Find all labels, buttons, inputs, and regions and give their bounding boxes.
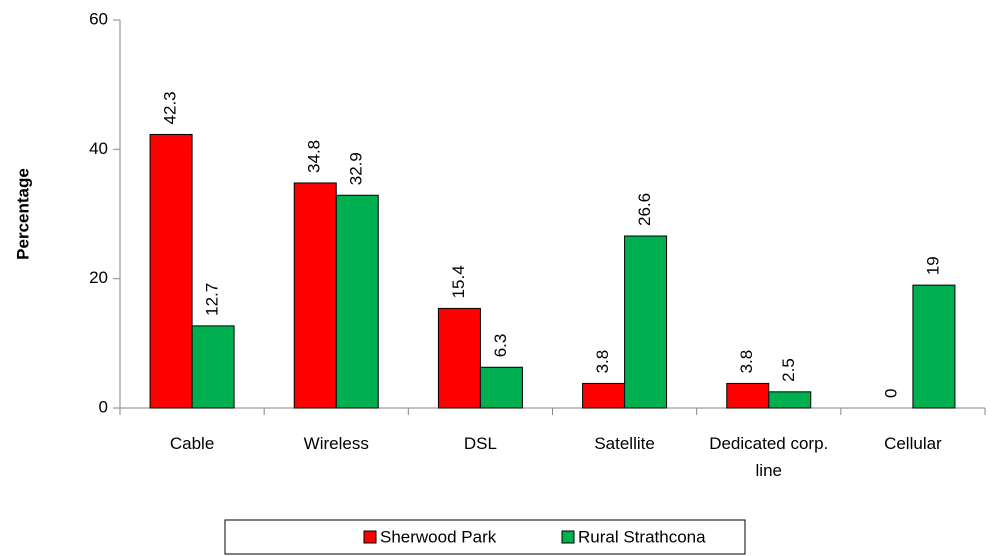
- data-label: 3.8: [593, 350, 612, 374]
- y-tick-label: 20: [89, 268, 108, 287]
- x-tick-label: Cellular: [884, 434, 942, 453]
- bar: [624, 235, 668, 409]
- legend-swatch: [561, 530, 575, 544]
- y-tick-label: 40: [89, 139, 108, 158]
- bar: [335, 194, 379, 409]
- data-label: 6.3: [491, 334, 510, 358]
- legend-box: [224, 519, 746, 555]
- x-tick-label: Wireless: [303, 434, 369, 453]
- legend-label: Sherwood Park: [380, 527, 497, 546]
- x-tick-label: Satellite: [594, 434, 655, 453]
- data-label: 32.9: [347, 152, 366, 185]
- legend-label: Rural Strathcona: [578, 527, 706, 546]
- x-tick-label-box: Wireless: [303, 434, 369, 453]
- data-label: 42.3: [161, 91, 180, 124]
- bar: [726, 382, 770, 409]
- x-tick-label-box: Cable: [169, 434, 215, 453]
- bar: [912, 284, 956, 409]
- data-label: 19: [923, 256, 942, 275]
- x-tick-label-box: Satellite: [594, 434, 655, 453]
- x-tick-label: DSL: [463, 434, 497, 453]
- x-tick-label-box: Cellular: [884, 434, 942, 453]
- data-label: 15.4: [449, 265, 468, 298]
- data-label: 12.7: [203, 283, 222, 316]
- data-label: 26.6: [635, 193, 654, 226]
- x-tick-label-box: DSL: [463, 434, 497, 453]
- x-tick-label: Cable: [169, 434, 215, 453]
- data-label: 3.8: [737, 350, 756, 374]
- bar: [293, 182, 337, 409]
- bar: [582, 382, 626, 409]
- data-label: 0: [881, 389, 900, 398]
- x-tick-label: Dedicated corp. line: [709, 434, 829, 480]
- y-tick-label: 0: [99, 397, 108, 416]
- legend-swatch: [363, 530, 377, 544]
- bar: [768, 391, 812, 409]
- bar: [191, 325, 235, 409]
- data-label: 2.5: [779, 358, 798, 382]
- y-tick-label: 60: [89, 9, 108, 28]
- bar: [149, 133, 193, 409]
- bar: [479, 366, 523, 409]
- y-axis-label: Percentage: [13, 168, 32, 260]
- x-tick-label-box: Dedicated corp. line: [709, 434, 829, 480]
- bar: [437, 307, 481, 409]
- data-label: 34.8: [305, 140, 324, 173]
